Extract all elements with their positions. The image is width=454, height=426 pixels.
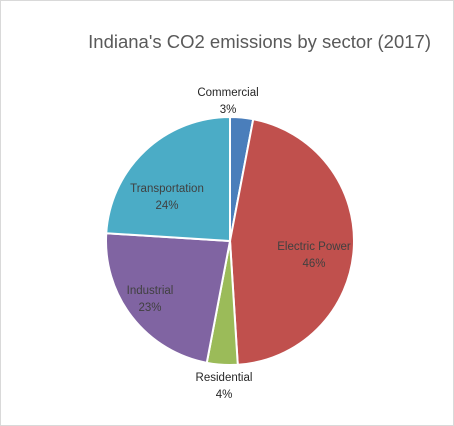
slice-value-commercial: 3% xyxy=(220,104,237,116)
chart-title: Indiana's CO2 emissions by sector (2017) xyxy=(88,31,431,52)
pie-slice-industrial xyxy=(105,232,232,364)
slice-value-industrial: 23% xyxy=(138,302,161,314)
pie-slice-transportation xyxy=(105,115,231,243)
pie-slice-electric-power xyxy=(228,118,355,366)
slice-label-transportation: Transportation xyxy=(130,183,204,195)
slice-value-transportation: 24% xyxy=(155,200,178,212)
slice-label-industrial: Industrial xyxy=(127,285,174,297)
slice-value-electric-power: 46% xyxy=(302,258,325,270)
slice-label-residential: Residential xyxy=(196,372,253,384)
slice-value-residential: 4% xyxy=(216,389,233,401)
slice-label-electric-power: Electric Power xyxy=(277,241,351,253)
slice-label-commercial: Commercial xyxy=(197,87,258,99)
